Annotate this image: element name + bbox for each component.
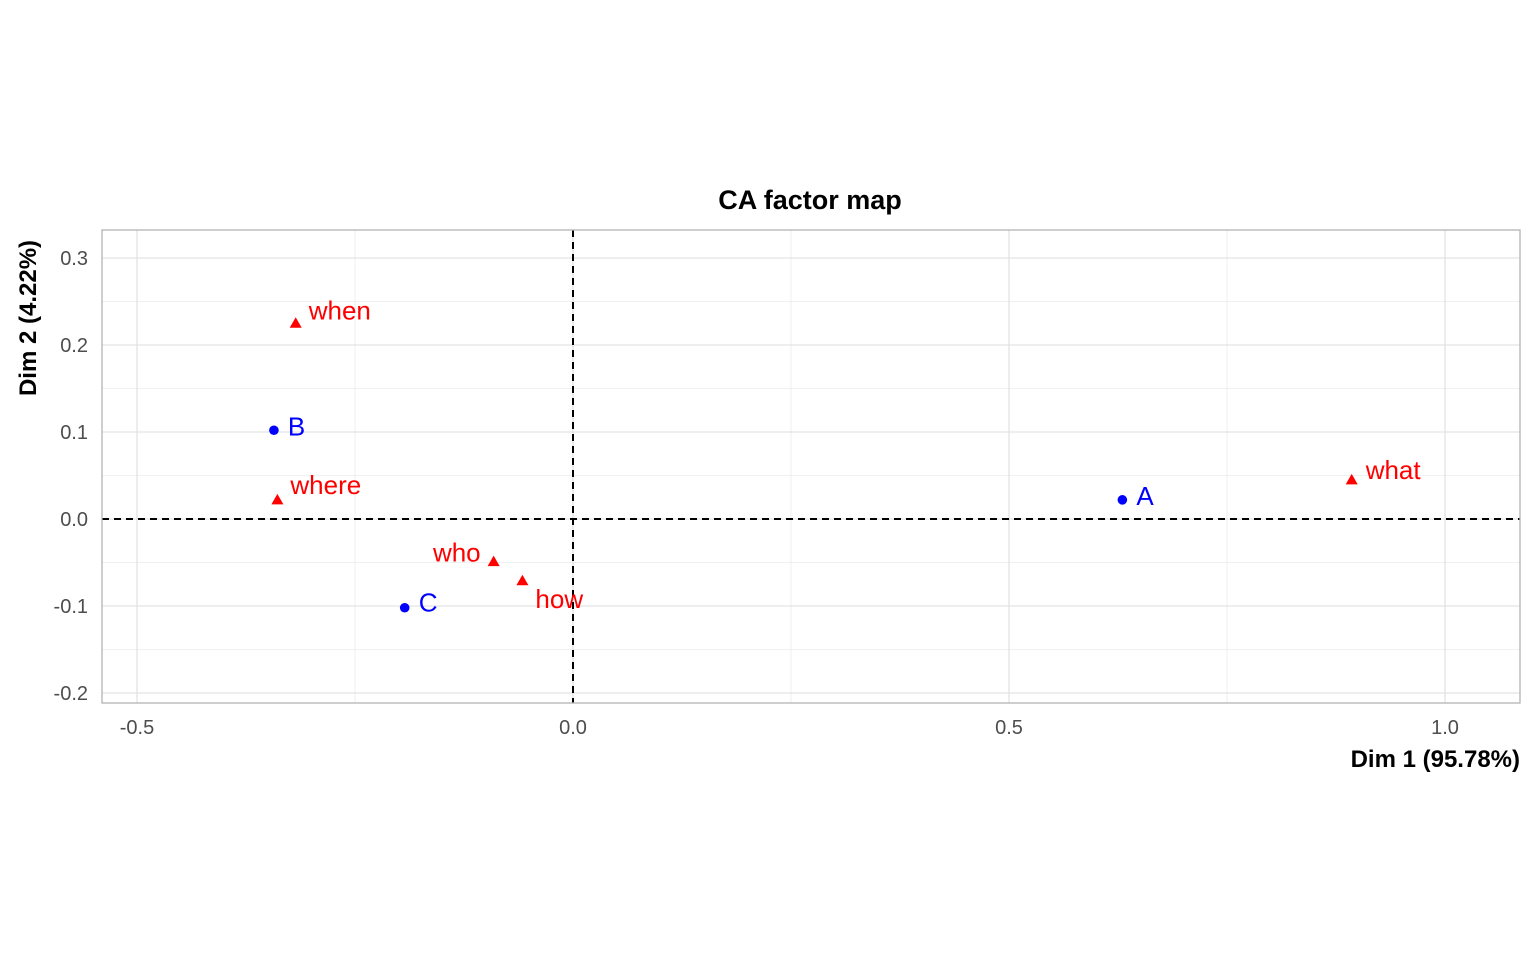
point-label-who: who xyxy=(432,538,481,568)
x-tick-label: 0.0 xyxy=(559,717,587,739)
y-tick-label: -0.2 xyxy=(54,683,88,705)
point-what xyxy=(1345,473,1358,485)
point-c xyxy=(399,602,410,613)
point-who xyxy=(487,555,500,567)
axis-ticks: -0.5 0.0 0.5 1.0 -0.2 -0.1 0.0 0.1 0.2 0.3 xyxy=(54,248,1459,739)
point-label-when: when xyxy=(308,295,371,325)
y-tick-label: -0.1 xyxy=(54,596,88,618)
x-tick-label: -0.5 xyxy=(120,717,154,739)
point-label-c: C xyxy=(419,588,438,618)
reference-lines xyxy=(102,230,1520,703)
point-label-b: B xyxy=(288,411,305,441)
point-a xyxy=(1117,495,1128,505)
y-tick-label: 0.0 xyxy=(60,509,88,531)
point-b xyxy=(269,425,279,436)
y-tick-label: 0.2 xyxy=(60,335,88,357)
x-tick-label: 0.5 xyxy=(995,717,1023,739)
point-label-a: A xyxy=(1136,481,1154,511)
x-axis-label: Dim 1 (95.78%) xyxy=(1351,746,1520,773)
point-where xyxy=(271,493,284,505)
y-tick-label: 0.3 xyxy=(60,248,88,270)
chart-title: CA factor map xyxy=(718,185,902,215)
x-tick-label: 1.0 xyxy=(1431,717,1459,739)
point-label-how: how xyxy=(535,584,583,614)
point-label-what: what xyxy=(1365,455,1422,485)
point-label-where: where xyxy=(289,470,361,500)
point-when xyxy=(289,317,302,328)
y-axis-label: Dim 2 (4.22%) xyxy=(15,240,42,396)
grid xyxy=(102,230,1520,703)
plot-panel xyxy=(101,229,1521,704)
point-how xyxy=(516,574,529,586)
y-tick-label: 0.1 xyxy=(60,422,88,444)
